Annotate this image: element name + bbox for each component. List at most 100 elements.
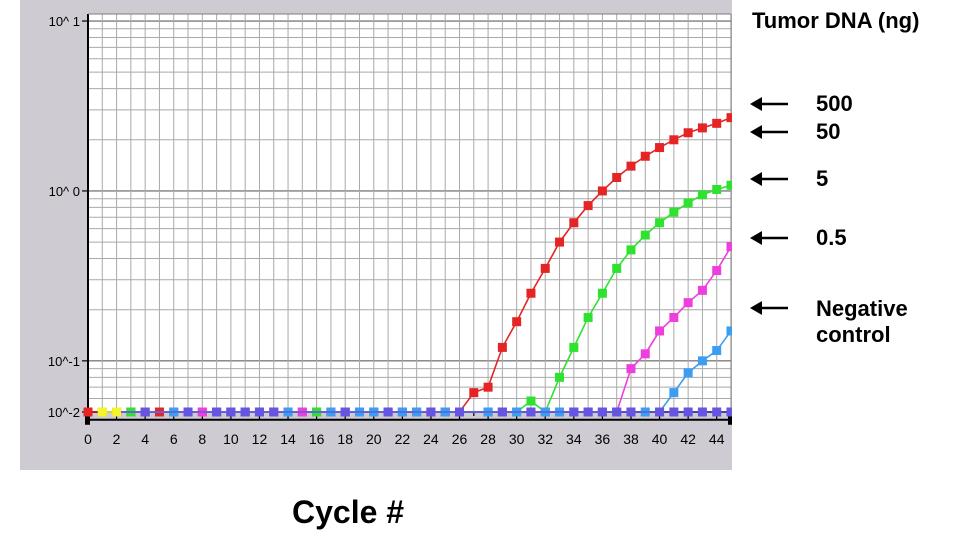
data-point — [569, 218, 579, 228]
data-point — [612, 407, 622, 417]
x-tick-label: 4 — [141, 431, 149, 447]
data-point — [712, 346, 722, 356]
data-point — [655, 143, 665, 153]
x-tick-label: 44 — [709, 431, 725, 447]
x-tick-label: 16 — [309, 431, 325, 447]
x-tick-label: 10 — [223, 431, 239, 447]
data-point — [655, 407, 665, 417]
x-tick-label: 20 — [366, 431, 382, 447]
data-point — [626, 245, 636, 255]
data-point — [726, 113, 732, 123]
legend-label-negative-control: Negative control — [816, 296, 908, 347]
data-point — [340, 407, 350, 417]
data-point — [712, 118, 722, 128]
data-point — [683, 407, 693, 417]
y-tick-label: 10^ 1 — [49, 14, 80, 29]
data-point — [426, 407, 436, 417]
x-tick-label: 2 — [113, 431, 121, 447]
data-point — [112, 407, 122, 417]
x-tick-label: 38 — [623, 431, 639, 447]
data-point — [212, 407, 222, 417]
chart-panel: 0 2 4 6 8 10 12 14 16 18 20 22 24 26 28 30 32 34 36 38 40 42 4… — [20, 0, 732, 470]
x-tick-label: 34 — [566, 431, 582, 447]
plot-area — [88, 14, 731, 412]
data-point — [697, 356, 707, 366]
x-tick-label: 12 — [252, 431, 268, 447]
x-tick-label: 30 — [509, 431, 525, 447]
y-tick-label: 10^ 0 — [49, 184, 80, 199]
x-tick-label: 22 — [395, 431, 411, 447]
data-point — [612, 172, 622, 182]
x-tick-label: 32 — [537, 431, 553, 447]
data-point — [640, 349, 650, 359]
data-point — [83, 407, 93, 417]
data-point — [469, 388, 479, 398]
legend-title: Tumor DNA (ng) — [752, 8, 920, 33]
data-point — [540, 263, 550, 273]
data-point — [669, 312, 679, 322]
x-tick-label: 8 — [198, 431, 206, 447]
data-point — [583, 312, 593, 322]
x-tick-label: 24 — [423, 431, 439, 447]
data-point — [626, 407, 636, 417]
amplification-plot: 0 2 4 6 8 10 12 14 16 18 20 22 24 26 28 30 32 34 36 38 40 42 4… — [48, 13, 732, 447]
data-point — [583, 407, 593, 417]
data-point — [97, 407, 107, 417]
data-point — [226, 407, 236, 417]
data-point — [655, 326, 665, 336]
data-point — [183, 407, 193, 417]
data-point — [669, 135, 679, 145]
data-point — [483, 382, 493, 392]
data-point — [726, 242, 732, 252]
data-point — [683, 198, 693, 208]
data-point — [583, 201, 593, 211]
data-point — [683, 128, 693, 138]
data-point — [626, 161, 636, 171]
legend-label-500: 500 — [816, 91, 853, 116]
data-point — [726, 407, 732, 417]
data-point — [626, 364, 636, 374]
left-arrow-icon — [750, 301, 788, 315]
data-point — [497, 407, 507, 417]
data-point — [383, 407, 393, 417]
data-point — [655, 218, 665, 228]
data-point — [240, 407, 250, 417]
x-tick-label: 36 — [595, 431, 611, 447]
data-point — [597, 407, 607, 417]
data-point — [640, 151, 650, 161]
data-point — [697, 407, 707, 417]
threshold-marker-left — [85, 414, 90, 425]
data-point — [597, 288, 607, 298]
data-point — [612, 263, 622, 273]
data-point — [640, 230, 650, 240]
data-point — [697, 123, 707, 133]
y-tick-label: 10^-1 — [48, 354, 80, 369]
left-arrow-icon — [750, 231, 788, 245]
data-point — [254, 407, 264, 417]
data-point — [597, 186, 607, 196]
legend-label-0-5: 0.5 — [816, 225, 847, 250]
data-point — [555, 372, 565, 382]
data-point — [726, 326, 732, 336]
data-point — [697, 190, 707, 200]
y-tick-label: 10^-2 — [48, 405, 80, 420]
data-point — [712, 407, 722, 417]
data-point — [669, 407, 679, 417]
threshold-marker-right — [728, 414, 732, 425]
data-point — [669, 388, 679, 398]
data-point — [683, 298, 693, 308]
data-point — [526, 407, 536, 417]
data-point — [555, 237, 565, 247]
data-point — [726, 180, 732, 190]
data-point — [497, 342, 507, 352]
x-tick-label: 42 — [680, 431, 696, 447]
data-point — [669, 207, 679, 217]
x-tick-label: 0 — [84, 431, 92, 447]
data-point — [683, 368, 693, 378]
x-tick-label: 18 — [337, 431, 353, 447]
data-point — [526, 288, 536, 298]
data-point — [140, 407, 150, 417]
x-tick-label: 14 — [280, 431, 296, 447]
x-tick-label: 40 — [652, 431, 668, 447]
data-point — [712, 184, 722, 194]
